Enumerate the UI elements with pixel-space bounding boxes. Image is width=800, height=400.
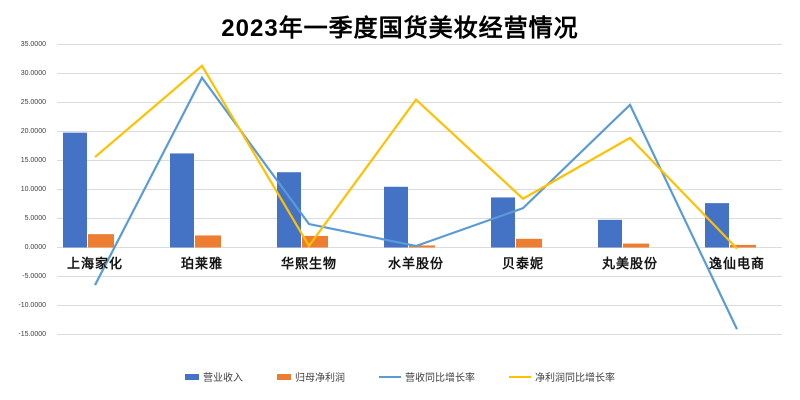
- legend-profit-growth-label: 净利润同比增长率: [535, 373, 615, 384]
- y-tick-label: 30.0000: [20, 70, 46, 77]
- bar-归母净利润-丸美股份: [623, 243, 649, 248]
- category-label-水羊股份: 水羊股份: [387, 256, 444, 271]
- bar-归母净利润-水羊股份: [409, 245, 435, 248]
- legend-profit-growth-line-swatch-icon: [509, 375, 531, 378]
- legend-item-revenue-growth: 营收同比增长率: [379, 369, 475, 384]
- legend-revenue-growth-line-swatch-icon: [379, 375, 401, 378]
- chart-legend: 营业收入 归母净利润 营收同比增长率 净利润同比增长率: [0, 369, 800, 384]
- legend-item-profit-growth: 净利润同比增长率: [509, 369, 615, 384]
- legend-net-profit-bar-swatch-icon: [277, 373, 291, 380]
- legend-revenue-growth-label: 营收同比增长率: [405, 373, 475, 384]
- bar-归母净利润-贝泰妮: [516, 238, 542, 248]
- y-tick-label: -10.0000: [18, 302, 46, 309]
- bar-营业收入-珀莱雅: [170, 153, 194, 248]
- y-tick-label: 35.0000: [20, 41, 46, 48]
- category-label-逸仙电商: 逸仙电商: [708, 256, 765, 271]
- bar-营业收入-逸仙电商: [705, 203, 729, 248]
- y-tick-label: 5.0000: [24, 215, 46, 222]
- legend-revenue-label: 营业收入: [203, 373, 243, 384]
- y-tick-label: 10.0000: [20, 186, 46, 193]
- y-tick-label: -5.0000: [22, 273, 46, 280]
- y-tick-label: 0.0000: [24, 244, 46, 251]
- bar-营业收入-贝泰妮: [491, 197, 515, 248]
- legend-net-profit-label: 归母净利润: [295, 373, 345, 384]
- series-line-营收同比增长率: [94, 75, 738, 330]
- bar-营业收入-丸美股份: [598, 219, 622, 248]
- category-label-华熙生物: 华熙生物: [280, 256, 337, 271]
- y-tick-label: -15.0000: [18, 331, 46, 338]
- legend-revenue-bar-swatch-icon: [185, 373, 199, 380]
- category-label-珀莱雅: 珀莱雅: [180, 256, 223, 271]
- bar-归母净利润-珀莱雅: [195, 235, 221, 248]
- bar-归母净利润-逸仙电商: [730, 244, 756, 248]
- series-line-净利润同比增长率: [94, 64, 738, 250]
- y-tick-label: 20.0000: [20, 128, 46, 135]
- bar-归母净利润-上海家化: [88, 234, 114, 248]
- legend-item-revenue: 营业收入: [185, 369, 243, 384]
- category-label-丸美股份: 丸美股份: [601, 256, 658, 271]
- bar-营业收入-上海家化: [63, 132, 87, 248]
- bar-营业收入-水羊股份: [384, 186, 408, 248]
- category-label-上海家化: 上海家化: [66, 256, 123, 271]
- legend-item-net-profit: 归母净利润: [277, 369, 345, 384]
- chart-title: 2023年一季度国货美妆经营情况: [221, 15, 579, 42]
- y-tick-label: 25.0000: [20, 99, 46, 106]
- bar-归母净利润-华熙生物: [302, 235, 328, 248]
- category-label-贝泰妮: 贝泰妮: [501, 256, 544, 271]
- y-tick-label: 15.0000: [20, 157, 46, 164]
